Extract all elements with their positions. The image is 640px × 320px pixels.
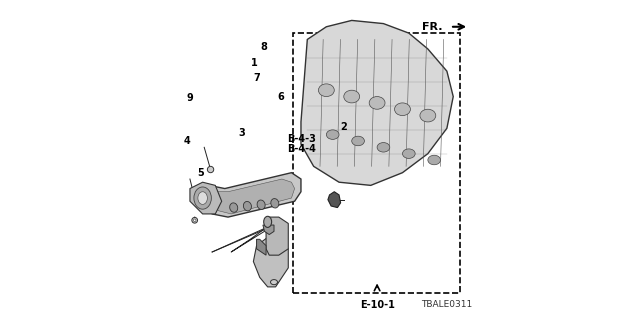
Polygon shape: [253, 236, 288, 287]
Text: B-4-4: B-4-4: [287, 144, 316, 154]
Text: 3: 3: [239, 128, 246, 138]
Ellipse shape: [271, 199, 279, 208]
Text: 4: 4: [183, 136, 190, 146]
Polygon shape: [257, 239, 266, 255]
Text: TBALE0311: TBALE0311: [421, 300, 472, 309]
Text: 1: 1: [252, 58, 258, 68]
Text: E-10-1: E-10-1: [360, 300, 394, 309]
Ellipse shape: [377, 142, 390, 152]
Ellipse shape: [257, 200, 265, 209]
Polygon shape: [266, 217, 288, 255]
Polygon shape: [203, 173, 301, 217]
Ellipse shape: [264, 216, 271, 228]
Ellipse shape: [243, 202, 252, 211]
Ellipse shape: [344, 90, 360, 103]
Ellipse shape: [319, 84, 334, 97]
Ellipse shape: [420, 109, 436, 122]
Text: B-4-3: B-4-3: [287, 134, 316, 144]
Text: 6: 6: [277, 92, 284, 101]
Polygon shape: [209, 179, 294, 214]
Ellipse shape: [369, 97, 385, 109]
Ellipse shape: [271, 280, 278, 285]
Polygon shape: [301, 20, 453, 185]
Text: 9: 9: [186, 93, 193, 103]
Ellipse shape: [352, 136, 364, 146]
Ellipse shape: [207, 166, 214, 173]
Text: 7: 7: [253, 73, 260, 83]
Ellipse shape: [193, 219, 196, 221]
Text: 2: 2: [340, 122, 348, 132]
Text: FR.: FR.: [422, 22, 442, 32]
Ellipse shape: [394, 103, 410, 116]
Ellipse shape: [194, 187, 211, 209]
Ellipse shape: [230, 203, 237, 212]
Ellipse shape: [326, 130, 339, 140]
Polygon shape: [263, 225, 274, 235]
FancyBboxPatch shape: [293, 33, 460, 293]
Polygon shape: [328, 192, 340, 208]
Ellipse shape: [192, 217, 198, 223]
Text: 8: 8: [260, 42, 268, 52]
Polygon shape: [190, 182, 221, 214]
Ellipse shape: [198, 192, 207, 204]
Ellipse shape: [428, 155, 440, 165]
Ellipse shape: [403, 149, 415, 158]
Text: 5: 5: [198, 168, 204, 178]
